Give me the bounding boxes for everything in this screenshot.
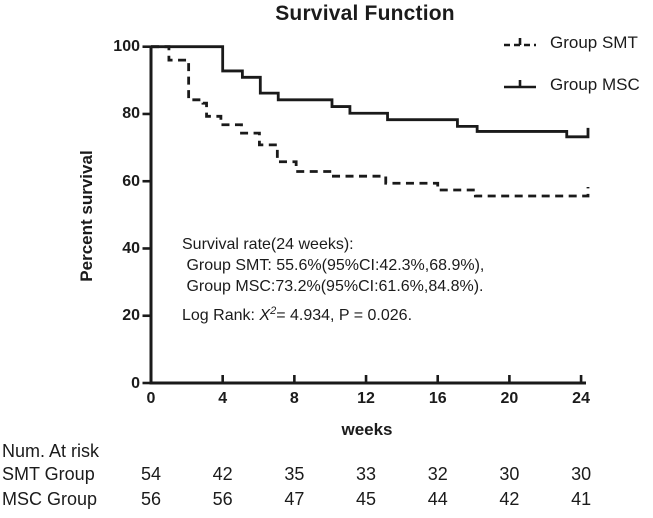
risk-count: 56 [212,488,233,509]
y-tick-label: 60 [122,172,140,190]
risk-row-label: MSC Group [2,488,98,509]
risk-count: 42 [499,488,520,509]
risk-count: 56 [140,488,162,509]
chi-square-symbol: X2 [259,305,277,325]
risk-count: 32 [427,464,448,484]
y-tick-label: 0 [131,374,140,392]
annotation-line-logrank: Log Rank: X2= 4.934, P = 0.026. [182,305,484,326]
risk-row-label: SMT Group [2,464,95,484]
logrank-suffix: = 4.934, P = 0.026. [276,307,413,324]
risk-count: 54 [140,464,162,484]
x-tick-label: 12 [357,390,375,407]
x-tick-label: 16 [428,390,447,407]
y-tick-label: 20 [122,307,140,325]
risk-count: 45 [356,488,377,509]
x-tick-label: 0 [146,390,156,407]
x-tick-label: 24 [572,390,590,407]
risk-count: 42 [212,464,233,484]
risk-count: 47 [284,488,305,509]
dashed-line-with-tick-icon [504,38,536,47]
risk-count: 41 [571,488,592,509]
logrank-prefix: Log Rank: [182,307,260,324]
solid-line-with-tick-icon [504,80,536,89]
y-tick-label: 40 [122,239,140,257]
legend-item-msc: Group MSC [503,75,640,95]
chart-title: Survival Function [275,2,455,25]
annotation-line-smt: Group SMT: 55.6%(95%CI:42.3%,68.9%), [182,257,485,274]
risk-count: 35 [284,464,305,484]
x-tick-label: 4 [218,390,228,407]
risk-count: 30 [571,464,592,484]
legend-item-smt: Group SMT [503,33,638,53]
annotation-line-survival-rate: Survival rate(24 weeks): [182,236,354,253]
y-tick-label: 100 [113,38,140,56]
risk-count: 44 [427,488,448,509]
x-tick-label: 8 [289,390,299,407]
x-tick-label: 20 [500,390,519,407]
risk-count: 30 [499,464,520,484]
risk-count: 33 [356,464,377,484]
y-axis-title: Percent survival [77,150,96,282]
annotation-line-msc: Group MSC:73.2%(95%CI:61.6%,84.8%). [182,278,484,295]
legend-label-msc: Group MSC [550,75,640,94]
y-tick-label: 80 [122,105,140,123]
x-axis-title: weeks [341,420,393,439]
risk-table-caption: Num. At risk [2,441,100,461]
curve-group-msc [151,45,590,139]
legend-label-smt: Group SMT [550,33,638,52]
curve-group-smt [151,45,590,198]
stats-annotation: Survival rate(24 weeks): Group SMT: 55.6… [182,234,484,326]
